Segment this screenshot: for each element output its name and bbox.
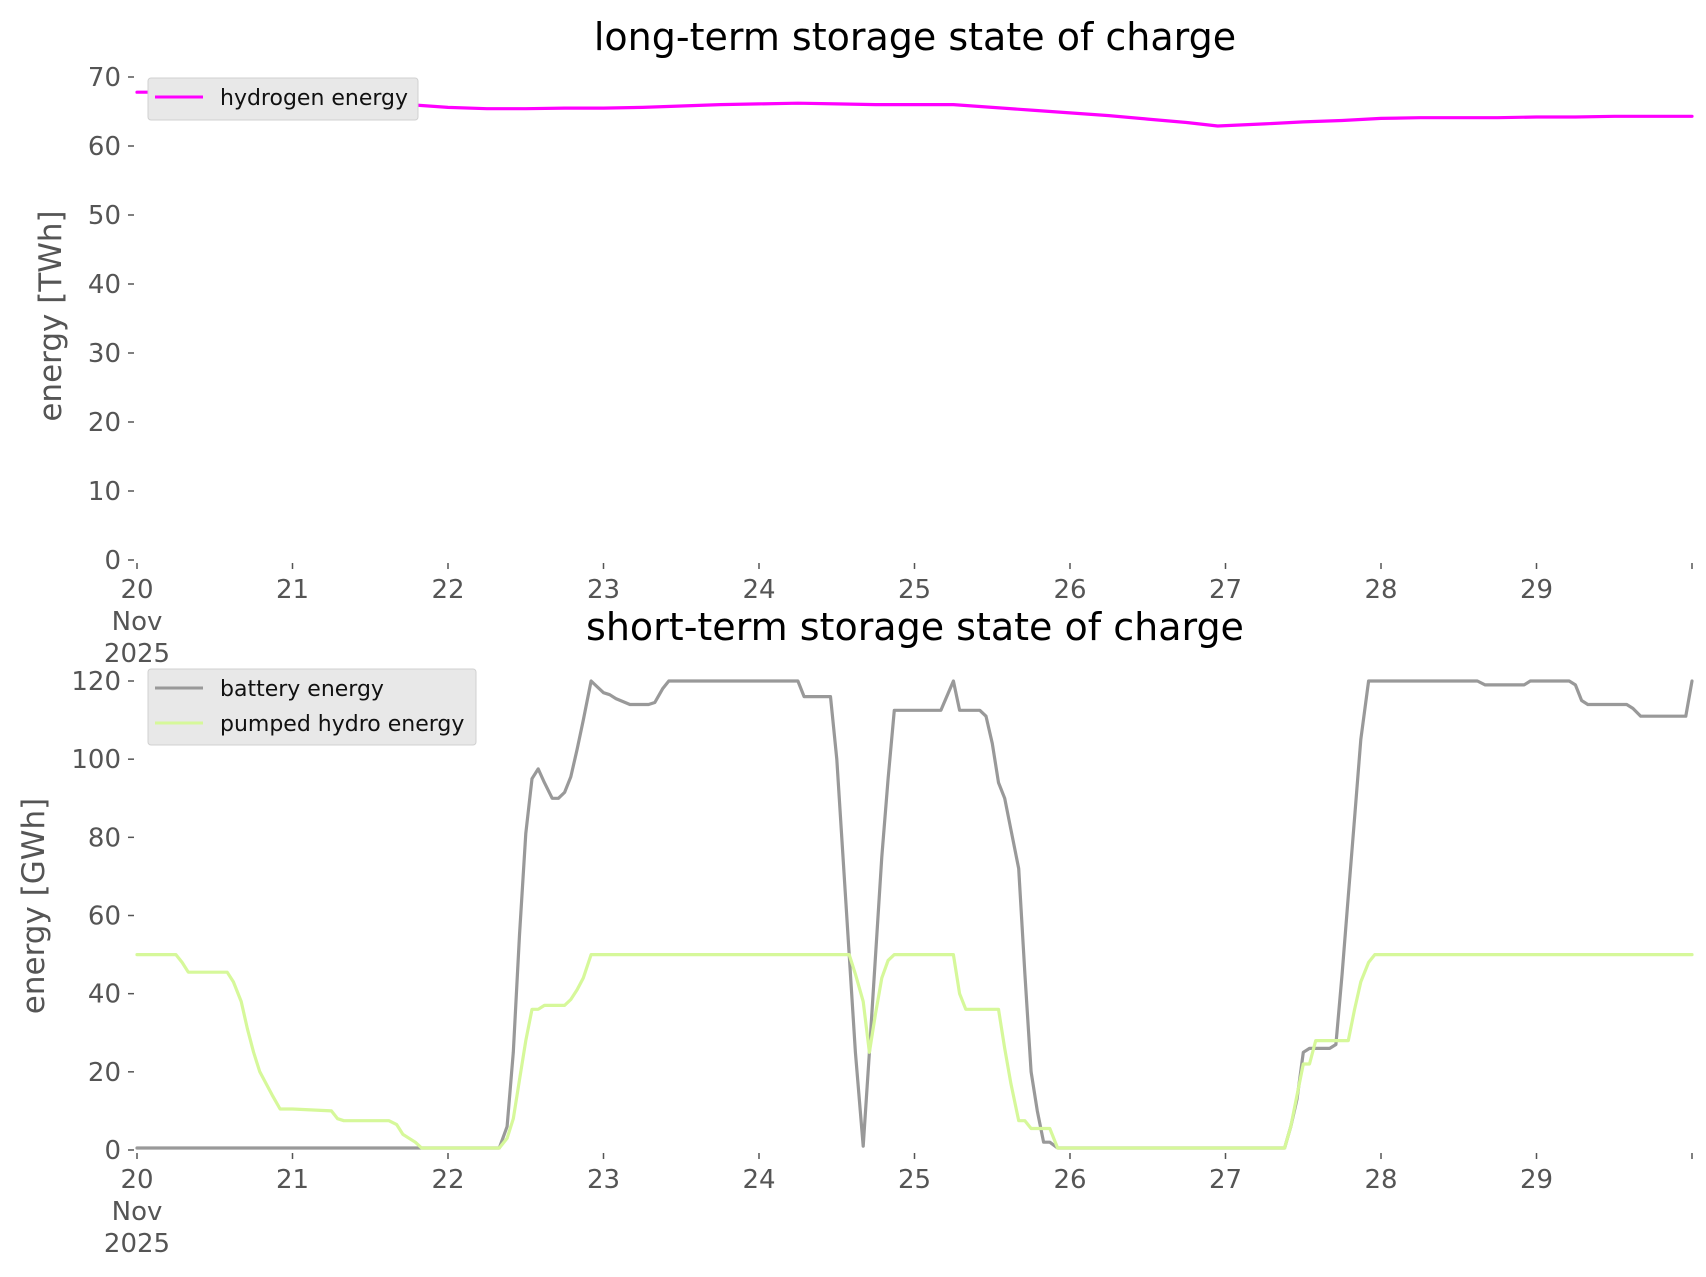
x-tick-label: 2025 <box>104 639 170 669</box>
y-tick-label: 60 <box>88 902 121 932</box>
x-tick-label: 27 <box>1209 1165 1242 1195</box>
y-tick-label: 70 <box>88 63 121 93</box>
y-tick-label: 0 <box>104 546 121 576</box>
x-tick-label: Nov <box>112 607 163 637</box>
x-tick-label: 22 <box>431 1165 464 1195</box>
x-tick-label: 21 <box>276 1165 309 1195</box>
y-tick-label: 40 <box>88 270 121 300</box>
x-tick-label: 24 <box>742 1165 775 1195</box>
x-tick-label: 24 <box>742 575 775 605</box>
short-term-storage-chart: short-term storage state of charge energ… <box>16 605 1694 1259</box>
x-tick-label: 21 <box>276 575 309 605</box>
legend-entry: hydrogen energy <box>155 86 408 111</box>
chart-title: long-term storage state of charge <box>594 15 1236 59</box>
series-line <box>135 952 1694 1150</box>
x-tick-label: 29 <box>1520 575 1553 605</box>
y-tick-label: 10 <box>88 477 121 507</box>
legend-entry: battery energy <box>155 677 384 702</box>
y-axis-label: energy [GWh] <box>16 798 52 1014</box>
legend-box <box>147 77 419 121</box>
x-tick-label: 20 <box>120 575 153 605</box>
legend-label: battery energy <box>220 677 384 702</box>
legend-box <box>147 668 477 746</box>
x-tick-label: 28 <box>1364 1165 1397 1195</box>
y-tick-label: 0 <box>104 1136 121 1166</box>
legend: battery energy pumped hydro energy <box>147 668 477 746</box>
legend-label: hydrogen energy <box>220 86 408 111</box>
y-axis-label: energy [TWh] <box>33 210 69 421</box>
x-tick-label: Nov <box>112 1197 163 1227</box>
y-tick-label: 120 <box>71 667 121 697</box>
legend: hydrogen energy <box>147 77 419 121</box>
x-tick-label: 27 <box>1209 575 1242 605</box>
legend-label: pumped hydro energy <box>220 712 464 737</box>
y-tick-label: 80 <box>88 823 121 853</box>
y-tick-label: 20 <box>88 1058 121 1088</box>
x-tick-label: 25 <box>898 575 931 605</box>
x-tick-label: 22 <box>431 575 464 605</box>
x-tick-label: 20 <box>120 1165 153 1195</box>
x-tick-label: 29 <box>1520 1165 1553 1195</box>
x-tick-label: 26 <box>1053 1165 1086 1195</box>
x-tick-label: 25 <box>898 1165 931 1195</box>
x-tick-label: 28 <box>1364 575 1397 605</box>
plot-lines <box>135 679 1694 1150</box>
x-tick-label: 2025 <box>104 1229 170 1259</box>
x-tick-label: 23 <box>587 575 620 605</box>
y-tick-label: 30 <box>88 339 121 369</box>
y-tick-label: 60 <box>88 132 121 162</box>
y-tick-label: 100 <box>71 745 121 775</box>
legend-entry: pumped hydro energy <box>155 712 464 737</box>
long-term-storage-chart: long-term storage state of charge energy… <box>33 15 1694 669</box>
chart-title: short-term storage state of charge <box>586 605 1244 649</box>
x-tick-label: 23 <box>587 1165 620 1195</box>
y-tick-label: 20 <box>88 408 121 438</box>
y-tick-label: 50 <box>88 201 121 231</box>
y-tick-label: 40 <box>88 980 121 1010</box>
x-tick-label: 26 <box>1053 575 1086 605</box>
series-line <box>135 679 1694 1150</box>
